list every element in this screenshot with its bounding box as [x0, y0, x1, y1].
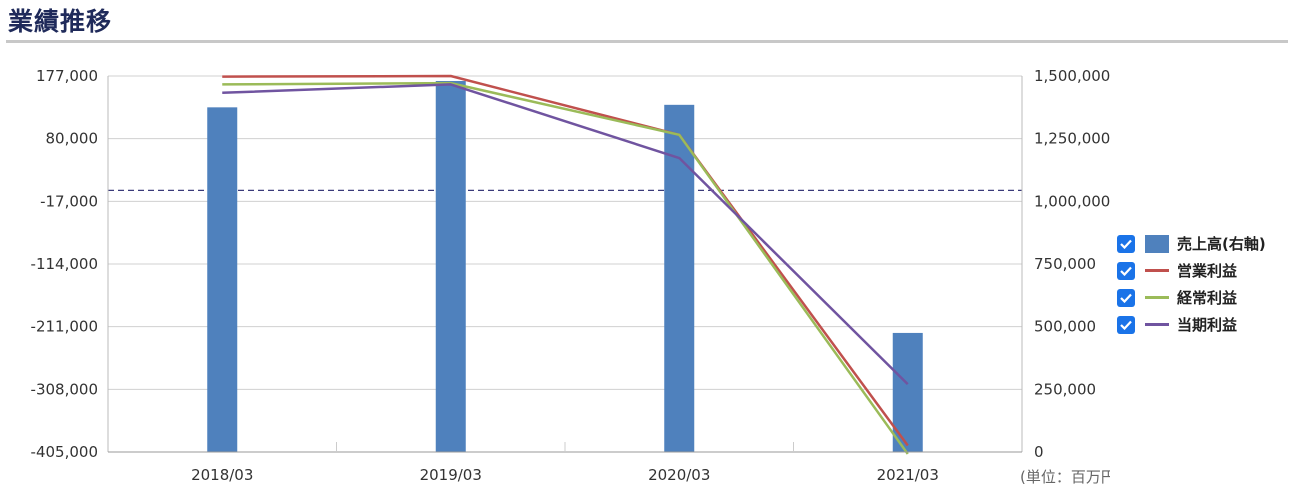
bar-sales: [664, 104, 695, 453]
bar-layer: [207, 81, 923, 453]
bar-sales: [892, 332, 923, 452]
y-right-tick-label: 1,500,000: [1034, 67, 1110, 85]
checkbox-checked-icon[interactable]: [1117, 261, 1135, 280]
legend-label: 当期利益: [1177, 316, 1238, 334]
y-left-tick-label: -405,000: [31, 443, 98, 461]
legend-label: 経常利益: [1177, 289, 1238, 307]
line-layer: [222, 74, 909, 455]
legend-item-net-profit[interactable]: 当期利益: [1117, 311, 1266, 338]
legend-item-sales[interactable]: 売上高(右軸): [1117, 230, 1266, 257]
y-right-tick-label: 0: [1034, 443, 1044, 461]
y-left-tick-label: -308,000: [31, 380, 98, 398]
chart-legend: 売上高(右軸) 営業利益 経常利益 当期利益: [1117, 230, 1266, 338]
grid-layer: [108, 75, 1022, 453]
legend-label: 営業利益: [1177, 262, 1238, 280]
line-swatch-icon: [1145, 269, 1169, 272]
checkbox-checked-icon[interactable]: [1117, 234, 1135, 253]
legend-item-operating-profit[interactable]: 営業利益: [1117, 257, 1266, 284]
bar-sales: [207, 107, 238, 452]
y-right-tick-label: 1,000,000: [1034, 192, 1110, 210]
y-right-tick-label: 250,000: [1034, 380, 1096, 398]
series-line: [222, 81, 909, 455]
y-left-tick-label: -211,000: [31, 318, 98, 336]
x-tick-label: 2018/03: [191, 466, 253, 484]
bar-swatch-icon: [1145, 234, 1169, 253]
y-left-tick-label: -17,000: [40, 192, 98, 210]
legend-item-ordinary-profit[interactable]: 経常利益: [1117, 284, 1266, 311]
x-tick-label: 2020/03: [648, 466, 710, 484]
series-line: [222, 74, 909, 447]
unit-label: (単位：百万円): [1020, 468, 1110, 486]
y-right-tick-label: 500,000: [1034, 318, 1096, 336]
y-left-tick-label: -114,000: [31, 255, 98, 273]
y-right-tick-label: 750,000: [1034, 255, 1096, 273]
y-left-tick-label: 177,000: [36, 67, 98, 85]
checkbox-checked-icon[interactable]: [1117, 315, 1135, 334]
legend-label: 売上高(右軸): [1177, 235, 1266, 253]
x-tick-label: 2019/03: [420, 466, 482, 484]
checkbox-checked-icon[interactable]: [1117, 288, 1135, 307]
y-right-tick-label: 1,250,000: [1034, 130, 1110, 148]
line-swatch-icon: [1145, 323, 1169, 326]
series-line: [222, 83, 909, 386]
axis-layer: 177,000 1,500,000 80,000 1,250,000 -17,000 1,…: [31, 67, 1110, 484]
page-title: 業績推移: [8, 7, 113, 36]
line-swatch-icon: [1145, 296, 1169, 299]
y-left-tick-label: 80,000: [46, 130, 99, 148]
bar-sales: [435, 81, 466, 452]
x-tick-label: 2021/03: [877, 466, 939, 484]
title-divider: [6, 40, 1288, 43]
performance-chart: 177,000 1,500,000 80,000 1,250,000 -17,000 1,…: [31, 67, 1110, 486]
